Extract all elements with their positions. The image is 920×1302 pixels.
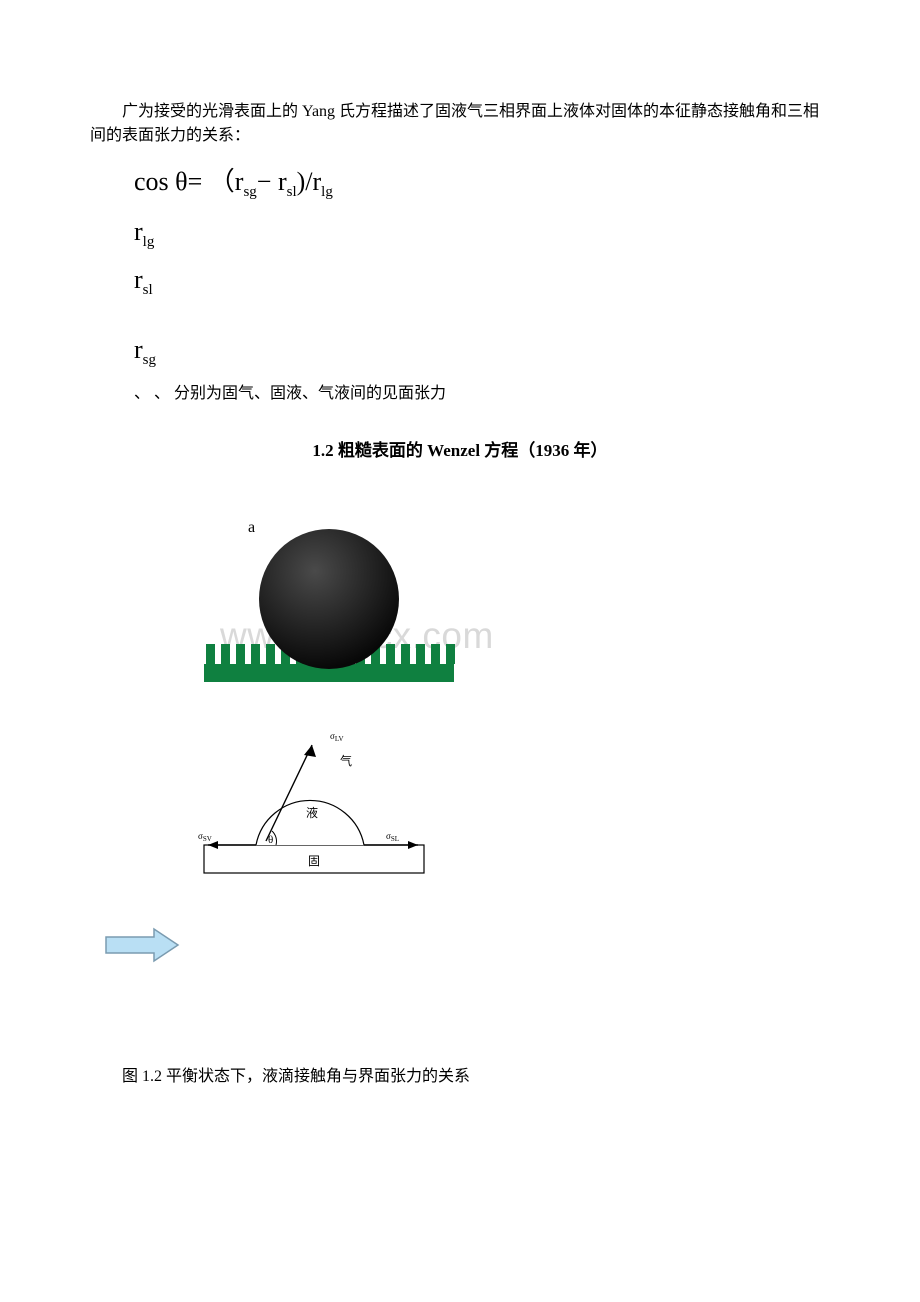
symbol-r-lg: rlg [134,216,194,252]
svg-text:rsg: rsg [134,335,157,368]
svg-text:气: 气 [340,753,352,768]
svg-text:σLV: σLV [330,731,344,743]
diagram-label-a: a [248,519,255,537]
svg-text:固: 固 [308,854,320,868]
block-arrow-icon [100,925,184,965]
diagram-wenzel-drop: a [164,505,464,710]
svg-text:rlg: rlg [134,217,155,250]
diagram-a-svg [164,505,464,705]
symbol-r-sg: rsg [134,334,194,370]
svg-text:cos θ= （rsg− rsl)/rlg: cos θ= （rsg− rsl)/rlg [134,167,333,200]
intro-paragraph: 广为接受的光滑表面上的 Yang 氏方程描述了固液气三相界面上液体对固体的本征静… [90,100,830,148]
svg-text:θ: θ [268,834,273,846]
svg-text:σSV: σSV [198,831,212,843]
svg-text:σSL: σSL [386,831,399,843]
symbol-r-sl: rsl [134,264,194,300]
formula-block: cos θ= （rsg− rsl)/rlg rlg rsl rsg 、 、 分别… [134,162,830,406]
svg-text:rsl: rsl [134,265,153,298]
svg-text:液: 液 [306,805,318,820]
section-heading-1-2: 1.2 粗糙表面的 Wenzel 方程（1936 年） [90,436,830,461]
diagram-b-svg: σLV σSV σSL θ 气 液 固 [164,723,464,903]
diagram-young-schematic: σLV σSV σSL θ 气 液 固 [164,723,464,908]
symbols-caption: 、 、 分别为固气、固液、气液间的见面张力 [134,382,830,406]
figure-caption: 图 1.2 平衡状态下，液滴接触角与界面张力的关系 [90,1065,830,1089]
arrow-diagram [100,925,184,970]
young-equation: cos θ= （rsg− rsl)/rlg [134,162,444,204]
figure-1-2: a [90,505,830,1005]
